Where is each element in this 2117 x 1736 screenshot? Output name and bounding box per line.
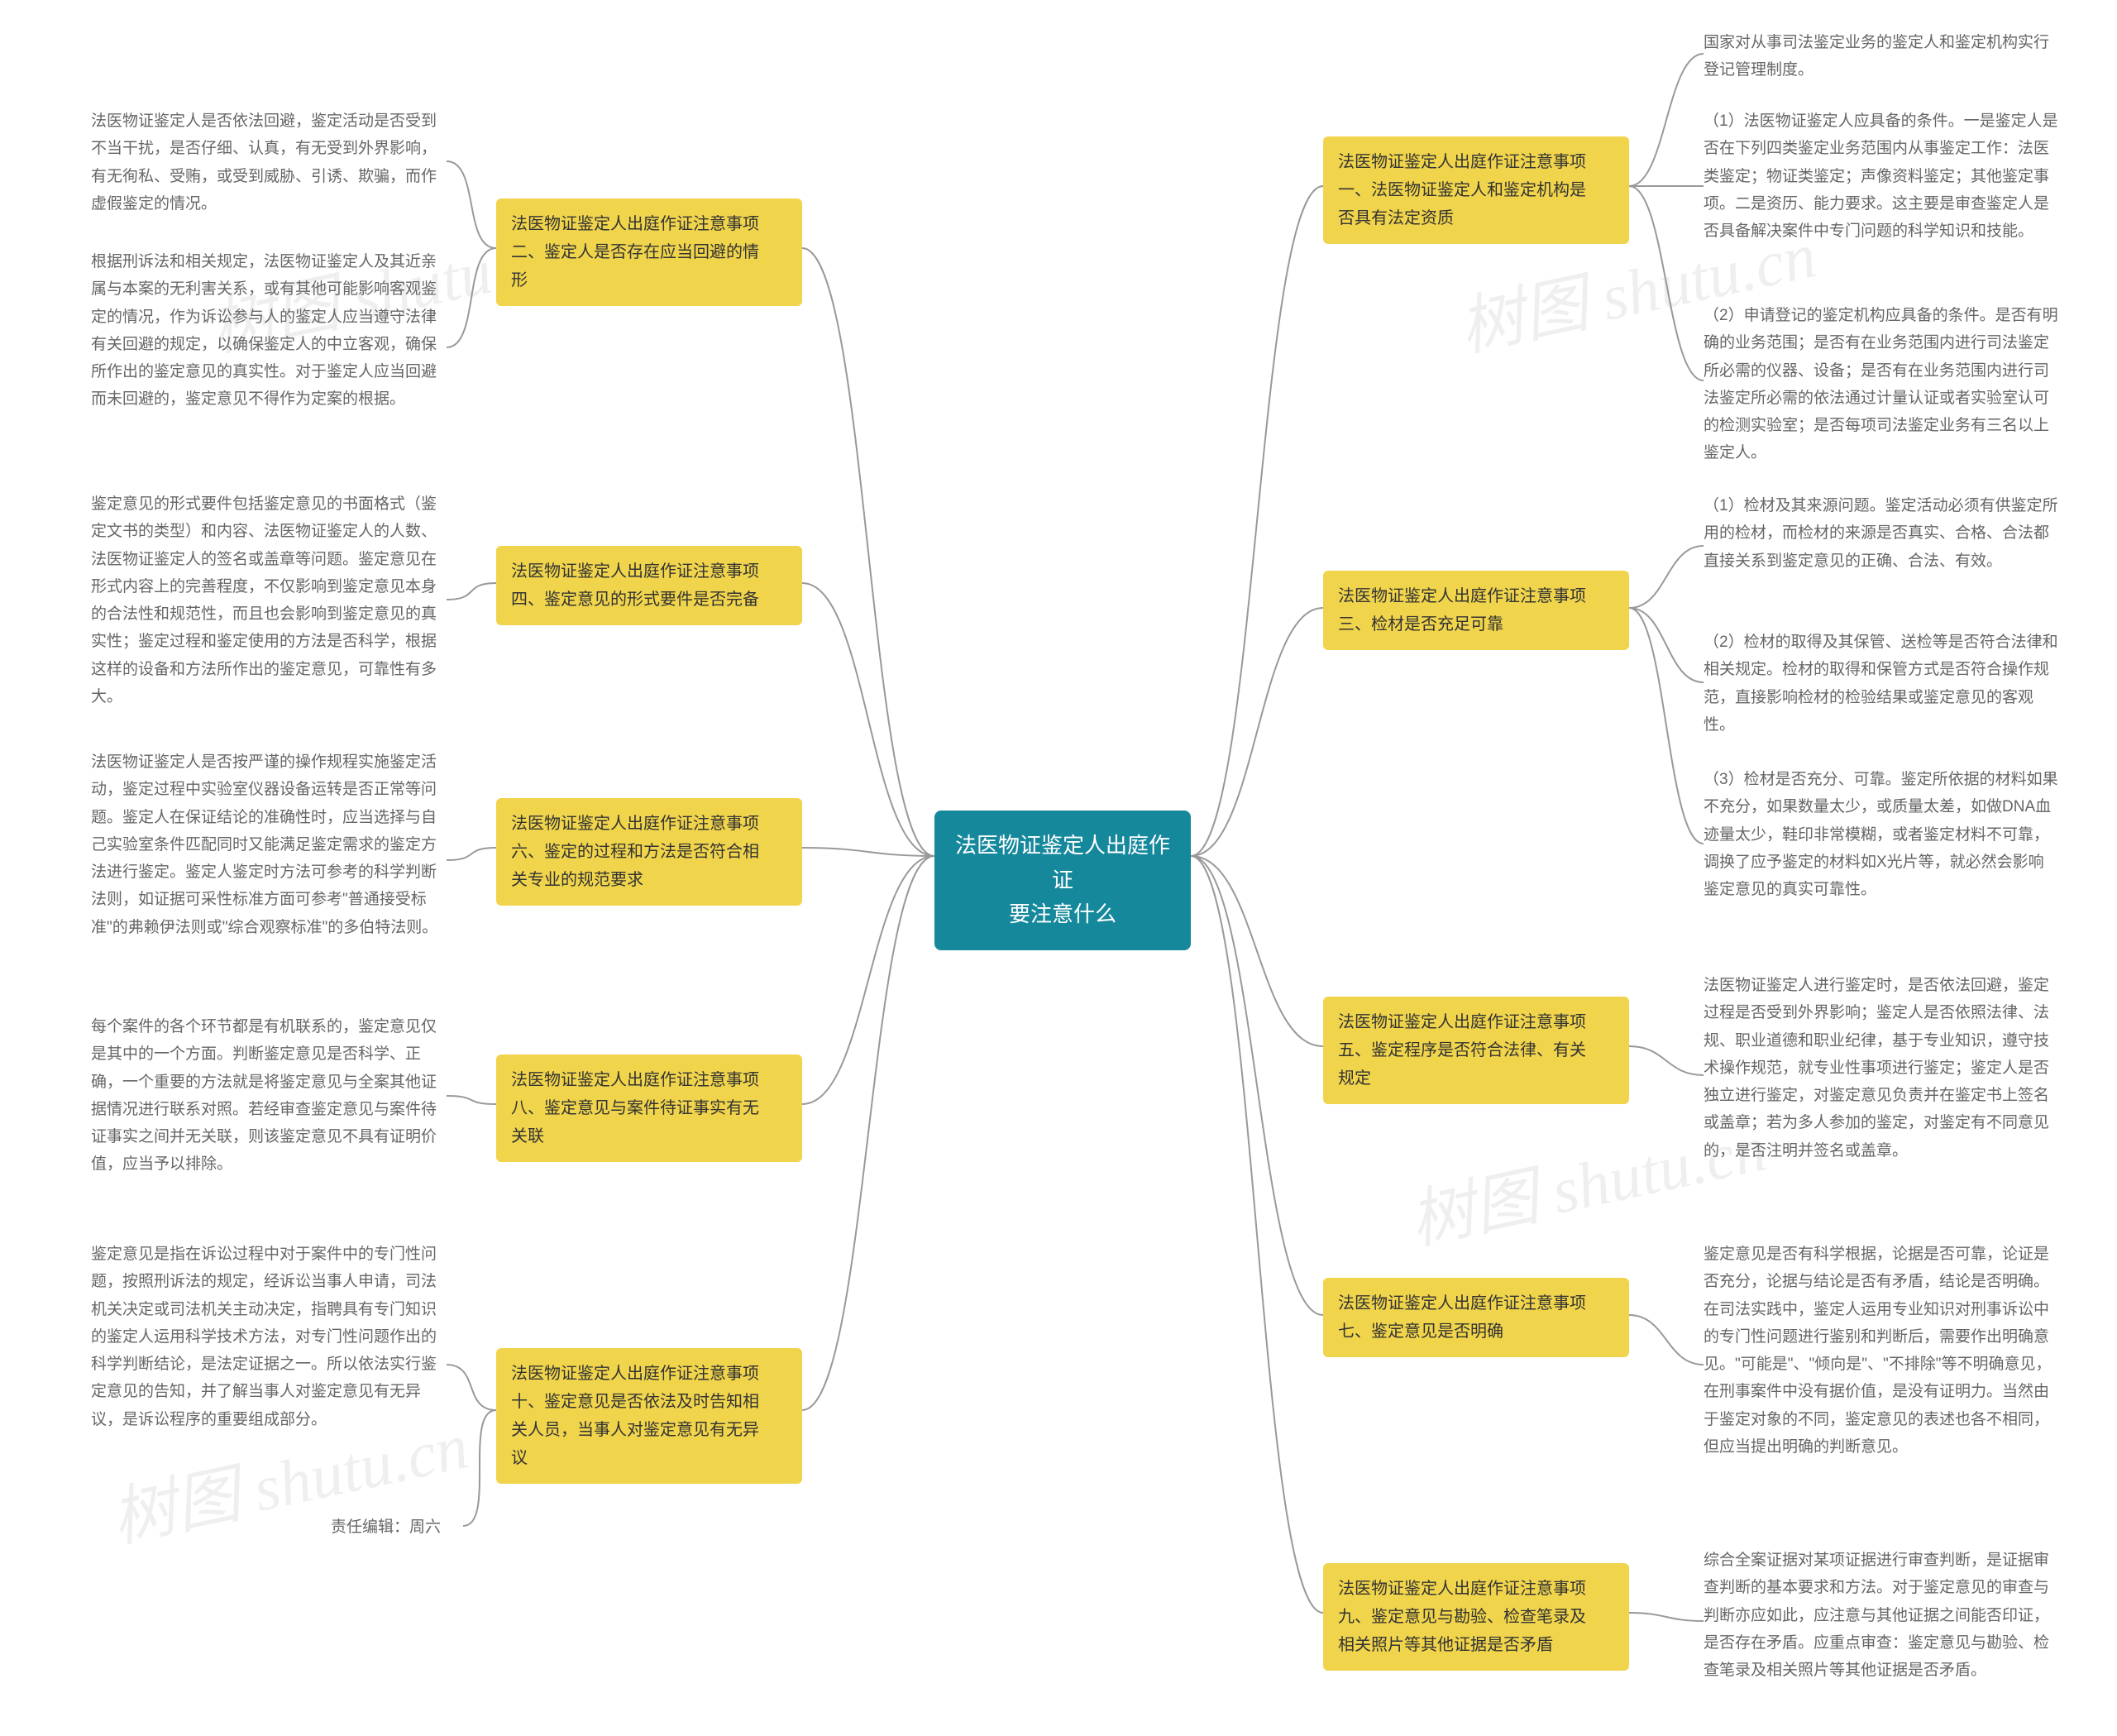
branch-title-line: 法医物证鉴定人出庭作证注意事项 (511, 210, 787, 238)
leaf-node: （1）检材及其来源问题。鉴定活动必须有供鉴定所用的检材，而检材的来源是否真实、合… (1704, 492, 2059, 575)
leaf-node: 法医物证鉴定人是否按严谨的操作规程实施鉴定活动，鉴定过程中实验室仪器设备运转是否… (91, 748, 447, 941)
connector (802, 583, 934, 856)
leaf-node: 综合全案证据对某项证据进行审查判断，是证据审查判断的基本要求和方法。对于鉴定意见… (1704, 1547, 2059, 1684)
connector (1191, 856, 1323, 1315)
leaf-node: 法医物证鉴定人是否依法回避，鉴定活动是否受到不当干扰，是否仔细、认真，有无受到外… (91, 108, 447, 218)
connector (1629, 608, 1704, 844)
branch-title-line: 法医物证鉴定人出庭作证注意事项 (1338, 1289, 1614, 1318)
leaf-node: 法医物证鉴定人进行鉴定时，是否依法回避，鉴定过程是否受到外界影响；鉴定人是否依照… (1704, 972, 2059, 1165)
branch-title-line: 法医物证鉴定人出庭作证注意事项 (511, 557, 787, 586)
branch-title-line: 关专业的规范要求 (511, 866, 787, 894)
branch-node: 法医物证鉴定人出庭作证注意事项八、鉴定意见与案件待证事实有无关联 (496, 1055, 802, 1162)
connector (1629, 608, 1704, 682)
connector (447, 161, 496, 248)
leaf-node: 根据刑诉法和相关规定，法医物证鉴定人及其近亲属与本案的无利害关系，或有其他可能影… (91, 248, 447, 414)
leaf-node: 鉴定意见的形式要件包括鉴定意见的书面格式（鉴定文书的类型）和内容、法医物证鉴定人… (91, 490, 447, 710)
connector (802, 856, 934, 1410)
connector (447, 1365, 496, 1410)
leaf-node: 国家对从事司法鉴定业务的鉴定人和鉴定机构实行登记管理制度。 (1704, 29, 2051, 84)
connector (1629, 1046, 1704, 1075)
branch-node: 法医物证鉴定人出庭作证注意事项三、检材是否充足可靠 (1323, 571, 1629, 650)
branch-title-line: 议 (511, 1444, 787, 1472)
leaf-node: 鉴定意见是指在诉讼过程中对于案件中的专门性问题，按照刑诉法的规定，经诉讼当事人申… (91, 1241, 447, 1433)
branch-title-line: 法医物证鉴定人出庭作证注意事项 (1338, 1008, 1614, 1036)
branch-node: 法医物证鉴定人出庭作证注意事项二、鉴定人是否存在应当回避的情形 (496, 198, 802, 306)
connector (1191, 608, 1323, 856)
leaf-node: （1）法医物证鉴定人应具备的条件。一是鉴定人是否在下列四类鉴定业务范围内从事鉴定… (1704, 108, 2059, 245)
branch-title-line: 四、鉴定意见的形式要件是否完备 (511, 586, 787, 614)
connector (1629, 546, 1704, 608)
leaf-node: 鉴定意见是否有科学根据，论据是否可靠，论证是否充分，论据与结论是否有矛盾，结论是… (1704, 1241, 2059, 1461)
branch-title-line: 形 (511, 266, 787, 294)
leaf-node: 责任编辑：周六 (331, 1514, 463, 1541)
branch-title-line: 法医物证鉴定人出庭作证注意事项 (511, 1360, 787, 1388)
branch-title-line: 法医物证鉴定人出庭作证注意事项 (1338, 582, 1614, 610)
connector (802, 248, 934, 856)
center-line1: 法医物证鉴定人出庭作证 (954, 829, 1171, 897)
branch-title-line: 法医物证鉴定人出庭作证注意事项 (1338, 148, 1614, 176)
branch-node: 法医物证鉴定人出庭作证注意事项四、鉴定意见的形式要件是否完备 (496, 546, 802, 625)
connector (447, 848, 496, 860)
branch-title-line: 关人员，当事人对鉴定意见有无异 (511, 1416, 787, 1444)
branch-title-line: 二、鉴定人是否存在应当回避的情 (511, 238, 787, 266)
leaf-node: （2）申请登记的鉴定机构应具备的条件。是否有明确的业务范围；是否有在业务范围内进… (1704, 302, 2059, 467)
branch-title-line: 十、鉴定意见是否依法及时告知相 (511, 1388, 787, 1416)
branch-title-line: 六、鉴定的过程和方法是否符合相 (511, 838, 787, 866)
branch-title-line: 一、法医物证鉴定人和鉴定机构是 (1338, 176, 1614, 204)
branch-title-line: 否具有法定资质 (1338, 204, 1614, 232)
connector (1629, 54, 1704, 186)
branch-node: 法医物证鉴定人出庭作证注意事项五、鉴定程序是否符合法律、有关规定 (1323, 997, 1629, 1104)
center-line2: 要注意什么 (954, 897, 1171, 932)
connector (1629, 1315, 1704, 1365)
leaf-node: 每个案件的各个环节都是有机联系的，鉴定意见仅是其中的一个方面。判断鉴定意见是否科… (91, 1013, 447, 1179)
connector (1191, 856, 1323, 1613)
connector (447, 248, 496, 347)
branch-title-line: 相关照片等其他证据是否矛盾 (1338, 1631, 1614, 1659)
branch-title-line: 法医物证鉴定人出庭作证注意事项 (511, 1066, 787, 1094)
leaf-node: （2）检材的取得及其保管、送检等是否符合法律和相关规定。检材的取得和保管方式是否… (1704, 629, 2059, 739)
branch-title-line: 规定 (1338, 1064, 1614, 1093)
branch-title-line: 八、鉴定意见与案件待证事实有无 (511, 1094, 787, 1122)
connector (463, 1410, 496, 1526)
branch-node: 法医物证鉴定人出庭作证注意事项七、鉴定意见是否明确 (1323, 1278, 1629, 1357)
branch-title-line: 七、鉴定意见是否明确 (1338, 1318, 1614, 1346)
connector (1191, 856, 1323, 1046)
branch-title-line: 九、鉴定意见与勘验、检查笔录及 (1338, 1603, 1614, 1631)
connector (802, 848, 934, 856)
connector (1191, 186, 1323, 856)
connector (447, 583, 496, 600)
branch-node: 法医物证鉴定人出庭作证注意事项六、鉴定的过程和方法是否符合相关专业的规范要求 (496, 798, 802, 906)
branch-title-line: 关联 (511, 1122, 787, 1150)
connector (1629, 186, 1704, 380)
branch-node: 法医物证鉴定人出庭作证注意事项九、鉴定意见与勘验、检查笔录及相关照片等其他证据是… (1323, 1563, 1629, 1671)
branch-node: 法医物证鉴定人出庭作证注意事项一、法医物证鉴定人和鉴定机构是否具有法定资质 (1323, 136, 1629, 244)
branch-title-line: 法医物证鉴定人出庭作证注意事项 (511, 810, 787, 838)
branch-node: 法医物证鉴定人出庭作证注意事项十、鉴定意见是否依法及时告知相关人员，当事人对鉴定… (496, 1348, 802, 1484)
branch-title-line: 三、检材是否充足可靠 (1338, 610, 1614, 638)
center-node: 法医物证鉴定人出庭作证 要注意什么 (934, 811, 1191, 950)
branch-title-line: 法医物证鉴定人出庭作证注意事项 (1338, 1575, 1614, 1603)
connector (1629, 1613, 1704, 1621)
leaf-node: （3）检材是否充分、可靠。鉴定所依据的材料如果不充分，如果数量太少，或质量太差，… (1704, 766, 2059, 903)
branch-title-line: 五、鉴定程序是否符合法律、有关 (1338, 1036, 1614, 1064)
connector (447, 1096, 496, 1104)
connector (802, 856, 934, 1104)
